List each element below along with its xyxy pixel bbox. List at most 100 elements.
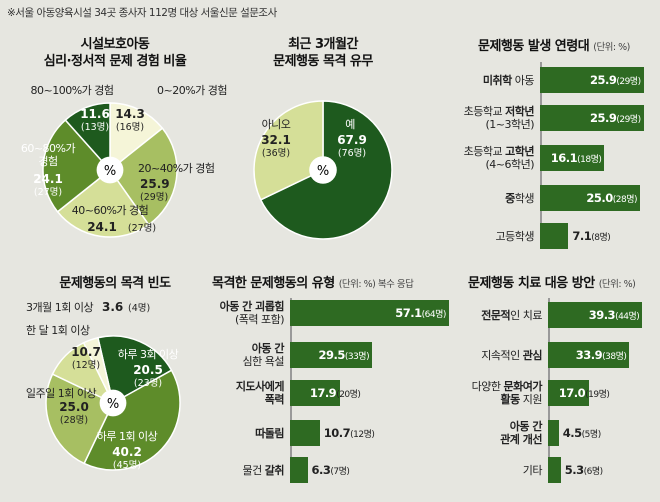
bar3-bar-2: [548, 380, 589, 406]
bar1-category-1: 초등학교 저학년 (1~3학년): [463, 105, 535, 131]
bar3-bar-0: [548, 302, 643, 328]
bar1-value-1: 25.9(29명): [589, 111, 641, 125]
bar3-value-2: 17.0(19명): [558, 386, 610, 400]
bar2-bar-4: [290, 457, 308, 483]
pie1-label-1: 20~40%가 경험 25.9(29명): [138, 162, 215, 203]
pie3-center-label: %: [107, 397, 119, 412]
pie2-label-0: 예 67.9(76명): [337, 118, 367, 159]
bar3-value-4: 5.3(6명): [564, 463, 603, 477]
svg-text:40.2: 40.2: [112, 445, 142, 459]
svg-text:(12명): (12명): [72, 360, 100, 371]
bar1-bar-4: [540, 223, 569, 249]
bar3-value-1: 33.9(38명): [575, 348, 627, 362]
svg-text:24.1: 24.1: [33, 172, 63, 186]
pie1-label-3: 60~80%가경험 24.1(27명): [21, 142, 76, 198]
bar3-category-0: 전문적인 치료: [481, 308, 542, 322]
svg-text:(27명): (27명): [34, 187, 62, 198]
pie1-slice-0: [109, 102, 164, 172]
bar2-category-2: 지도사에게 폭력: [235, 380, 285, 406]
svg-text:(16명): (16명): [116, 122, 144, 133]
bar3-category-4: 기타: [522, 463, 543, 477]
pie1-label-0: 0~20%가 경험 14.3(16명): [115, 84, 227, 133]
bar2-value-3: 10.7(12명): [323, 426, 375, 440]
pie2-title-line2: 문제행동 목격 유무: [273, 54, 373, 69]
bar1-title: 문제행동 발생 연령대 (단위: %): [478, 38, 658, 56]
pie3-center-hole: [99, 389, 127, 417]
bar1-title-text: 문제행동 발생 연령대: [478, 39, 590, 54]
pie3-title: 문제행동의 목격 빈도: [59, 276, 171, 291]
pie2-label-1: 아니오 32.1(36명): [261, 118, 291, 159]
bar3-value-0: 39.3(44명): [588, 308, 640, 322]
bar1-value-2: 16.1(18명): [550, 151, 602, 165]
bar1-value-3: 25.0(28명): [586, 191, 637, 205]
bar1-category-3: 중학생: [505, 191, 534, 205]
pie2-title: 최근 3개월간 문제행동 목격 유무: [228, 36, 418, 70]
pie1-slice-3: [42, 118, 112, 213]
bar2-value-0: 57.1(64명): [395, 306, 446, 320]
svg-text:(13명): (13명): [81, 122, 109, 133]
bar1-category-2: 초등학교 고학년 (4~6학년): [463, 145, 535, 171]
pie2-center-hole: [309, 156, 337, 184]
bar3-category-3: 아동 간 관계 개선: [500, 420, 542, 446]
svg-text:예: 예: [345, 118, 355, 131]
pie1-center-hole: [96, 156, 124, 184]
bar2-value-4: 6.3(7명): [311, 463, 350, 477]
pie1-slice-2: [56, 168, 150, 238]
pie1-title-line2: 심리·정서적 문제 경험 비율: [43, 54, 187, 69]
bar2-bar-1: [290, 342, 373, 368]
bar2-title: 목격한 문제행동의 유형 (단위: %) 복수 응답: [212, 275, 462, 293]
svg-text:(36명): (36명): [262, 148, 290, 159]
pie3-slice-0: [97, 335, 173, 405]
svg-text:하루 1회 이상: 하루 1회 이상: [97, 429, 158, 443]
svg-text:(4명): (4명): [128, 303, 150, 314]
pie1-label-2: 40~60%가 경험 24.1 (27명): [72, 204, 156, 234]
svg-text:11.6: 11.6: [80, 107, 110, 121]
svg-text:40~60%가 경험: 40~60%가 경험: [72, 204, 149, 217]
svg-text:10.7: 10.7: [71, 345, 101, 359]
pie2-title-line1: 최근 3개월간: [288, 37, 358, 52]
bar2-category-4: 물건 갈취: [242, 463, 285, 477]
bar3-bar-1: [548, 342, 630, 368]
bar2-category-1: 아동 간 심한 욕설: [242, 342, 285, 368]
pie3-slice-2: [45, 373, 114, 465]
svg-text:24.1: 24.1: [87, 220, 117, 234]
pie1-slice-4: [64, 102, 111, 172]
bar2-value-1: 29.5(33명): [318, 348, 370, 362]
pie3-label-3: 한 달 1회 이상 10.7(12명): [26, 324, 101, 371]
bar2-bar-3: [290, 420, 320, 446]
pie1-title-line1: 시설보호아동: [80, 37, 150, 52]
svg-text:경험: 경험: [38, 155, 57, 168]
svg-text:67.9: 67.9: [337, 133, 367, 147]
svg-text:한 달 1회 이상: 한 달 1회 이상: [26, 324, 90, 337]
bar1-unit: (단위: %): [593, 42, 630, 53]
bar3-category-1: 지속적인 관심: [481, 348, 542, 362]
bar3-title-text: 문제행동 치료 대응 방안: [468, 276, 595, 291]
source-note: ※서울 아동양육시설 34곳 종사자 112명 대상 서울신문 설문조사: [7, 7, 277, 19]
svg-text:(28명): (28명): [60, 415, 88, 426]
bar1-bar-2: [540, 145, 605, 171]
bar3-category-2: 다양한 문화여가 활동 지원: [471, 380, 543, 406]
bar1-value-0: 25.9(29명): [589, 73, 641, 87]
bar2-title-text: 목격한 문제행동의 유형: [212, 276, 335, 291]
pie2-slice-1: [253, 100, 324, 201]
svg-text:14.3: 14.3: [115, 107, 145, 121]
pie3-label-0: 하루 3회 이상 20.5(23명): [118, 347, 179, 389]
bar1-category-0: 미취학 아동: [482, 73, 535, 87]
svg-text:하루 3회 이상: 하루 3회 이상: [118, 347, 179, 361]
svg-text:25.9: 25.9: [140, 177, 170, 191]
svg-text:(29명): (29명): [140, 192, 168, 203]
svg-text:25.0: 25.0: [59, 400, 89, 414]
bar1-value-4: 7.1(8명): [572, 229, 611, 243]
svg-text:20~40%가 경험: 20~40%가 경험: [138, 162, 215, 175]
pie3-label-4: 3개월 1회 이상 3.6 (4명): [26, 300, 150, 314]
svg-text:60~80%가: 60~80%가: [21, 142, 76, 155]
pie3-slice-1: [83, 369, 181, 471]
bar2-value-2: 17.9(20명): [309, 386, 361, 400]
pie2-center-label: %: [317, 164, 329, 179]
pie1-slice-1: [108, 127, 178, 226]
bar3-title: 문제행동 치료 대응 방안 (단위: %): [468, 275, 658, 293]
